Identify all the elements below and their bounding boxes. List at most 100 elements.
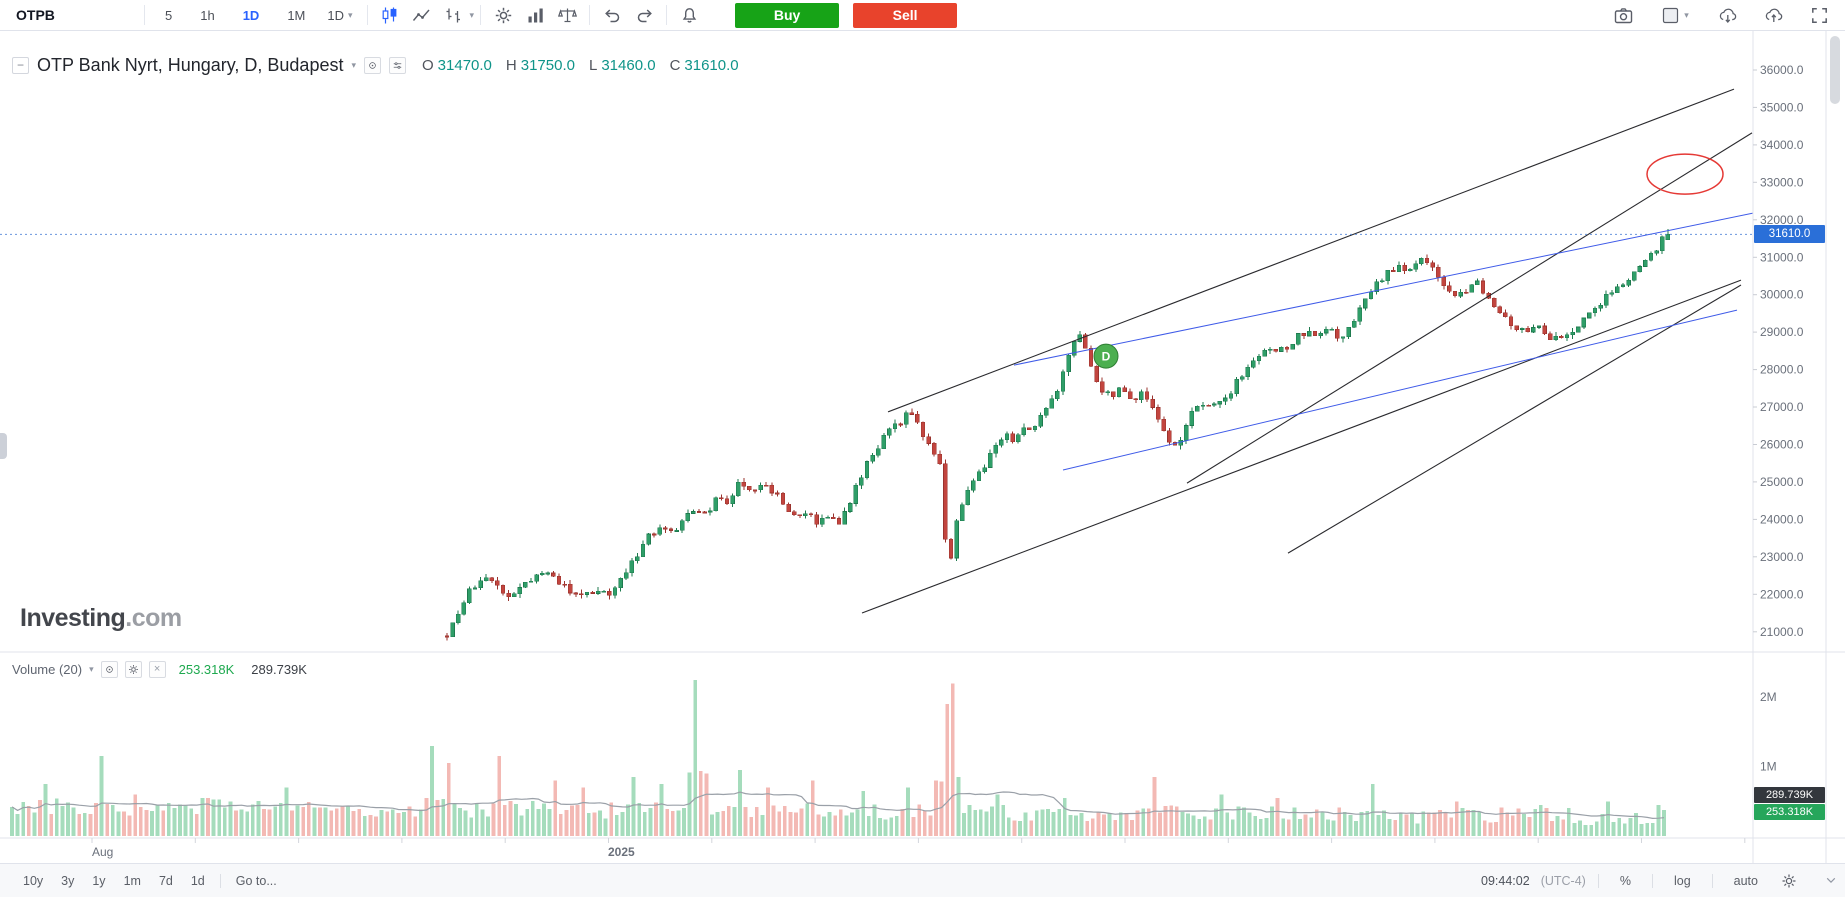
volume-current-value: 253.318K xyxy=(178,662,235,677)
layout-select-icon[interactable]: ▾ xyxy=(1653,1,1697,29)
drawing-toolbar-handle[interactable] xyxy=(0,433,7,459)
chart-legend: − OTP Bank Nyrt, Hungary, D, Budapest ▾ … xyxy=(12,55,739,76)
bottom-toolbar: 10y 3y 1y 1m 7d 1d Go to... 09:44:02 (UT… xyxy=(0,863,1845,897)
goto-button[interactable]: Go to... xyxy=(227,864,286,897)
trendline xyxy=(1186,132,1753,484)
quick-settings-icon[interactable] xyxy=(389,57,406,74)
volume-settings-gear-icon[interactable] xyxy=(124,661,142,678)
ohlc-low-value: 31460.0 xyxy=(601,57,656,74)
ohlc-low-label: L xyxy=(588,57,598,74)
svg-text:27000.0: 27000.0 xyxy=(1760,400,1804,414)
volume-visibility-icon[interactable] xyxy=(100,661,118,678)
svg-text:D: D xyxy=(1102,350,1111,364)
line-chart-icon[interactable] xyxy=(406,1,438,29)
scrollbar-thumb[interactable] xyxy=(1830,36,1840,104)
fullscreen-icon[interactable] xyxy=(1803,1,1835,29)
volume-legend: Volume (20) ▾ × 253.318K 289.739K xyxy=(12,661,307,678)
chart-title-caret-icon[interactable]: ▾ xyxy=(351,60,356,70)
toolbar-right-group: ▾ xyxy=(1607,1,1835,29)
last-price-tag: 31610.0 xyxy=(1754,225,1825,243)
svg-text:36000.0: 36000.0 xyxy=(1760,63,1804,77)
bottombar-right-group: 09:44:02 (UTC-4) % log auto xyxy=(1481,867,1805,895)
svg-text:22000.0: 22000.0 xyxy=(1760,587,1804,601)
svg-text:21000.0: 21000.0 xyxy=(1760,625,1804,639)
log-scale-button[interactable]: log xyxy=(1665,874,1700,888)
svg-text:33000.0: 33000.0 xyxy=(1760,175,1804,189)
symbol-input[interactable]: OTPB xyxy=(16,7,55,23)
svg-text:26000.0: 26000.0 xyxy=(1760,438,1804,452)
visibility-toggle-icon[interactable] xyxy=(364,57,381,74)
annotations-layer[interactable]: D xyxy=(0,153,1753,369)
svg-text:32000.0: 32000.0 xyxy=(1760,213,1804,227)
toolbar-divider xyxy=(1711,873,1713,888)
bottom-settings-gear-icon[interactable] xyxy=(1773,867,1805,895)
timeframe-1m-button[interactable]: 1M xyxy=(273,0,319,30)
volume-remove-icon[interactable]: × xyxy=(148,661,166,678)
indicators-icon[interactable] xyxy=(519,1,551,29)
ohlc-open-label: O xyxy=(422,57,434,74)
price-axis[interactable] xyxy=(1753,31,1826,838)
trendline xyxy=(1287,284,1742,554)
svg-text:25000.0: 25000.0 xyxy=(1760,475,1804,489)
toolbar-divider xyxy=(666,5,668,25)
svg-text:34000.0: 34000.0 xyxy=(1760,138,1804,152)
interval-dropdown[interactable]: 1D ▾ xyxy=(319,8,360,23)
trendline xyxy=(1062,309,1738,471)
collapse-toolbar-chevron-icon[interactable] xyxy=(1820,869,1842,891)
toolbar-divider xyxy=(1597,873,1599,888)
range-10y-button[interactable]: 10y xyxy=(14,864,52,897)
time-axis[interactable] xyxy=(0,838,1753,863)
toolbar-divider xyxy=(589,5,591,25)
toolbar-divider xyxy=(144,5,145,25)
utc-offset-label: (UTC-4) xyxy=(1540,873,1586,888)
volume-current-tag: 253.318K xyxy=(1754,804,1825,820)
toolbar-divider xyxy=(480,5,482,25)
dividend-marker xyxy=(1093,343,1119,369)
panel-frame xyxy=(0,31,1845,863)
volume-ma-tag: 289.739K xyxy=(1754,787,1825,803)
cloud-save-icon[interactable] xyxy=(1757,1,1789,29)
chart-settings-gear-icon[interactable] xyxy=(487,1,519,29)
range-3y-button[interactable]: 3y xyxy=(52,864,83,897)
timeframe-1d-button[interactable]: 1D xyxy=(229,0,274,30)
chart-title[interactable]: OTP Bank Nyrt, Hungary, D, Budapest xyxy=(37,55,344,75)
ellipse-annotation xyxy=(1646,153,1724,195)
ohlc-open-value: 31470.0 xyxy=(437,57,492,74)
range-1d-button[interactable]: 1d xyxy=(182,864,214,897)
svg-text:2M: 2M xyxy=(1760,690,1777,704)
range-1m-button[interactable]: 1m xyxy=(115,864,150,897)
timeframe-5-button[interactable]: 5 xyxy=(151,0,186,30)
volume-caret-icon[interactable]: ▾ xyxy=(89,664,94,674)
volume-indicator-label[interactable]: Volume (20) xyxy=(12,662,83,677)
range-7d-button[interactable]: 7d xyxy=(150,864,182,897)
buy-button[interactable]: Buy xyxy=(735,2,840,28)
percent-scale-button[interactable]: % xyxy=(1611,874,1640,888)
svg-text:1M: 1M xyxy=(1760,760,1777,774)
candlestick-chart-icon[interactable] xyxy=(374,1,406,29)
timeframe-1h-button[interactable]: 1h xyxy=(186,0,228,30)
screenshot-camera-icon[interactable] xyxy=(1607,1,1639,29)
axis-labels: 36000.0 35000.0 34000.0 33000.0 32000.0 31000… xyxy=(91,63,1804,859)
collapse-pane-button[interactable]: − xyxy=(12,57,29,74)
trendline xyxy=(1013,212,1753,366)
alert-bell-icon[interactable] xyxy=(673,1,705,29)
ohlc-high-value: 31750.0 xyxy=(520,57,575,74)
sell-button[interactable]: Sell xyxy=(853,2,958,28)
svg-text:35000.0: 35000.0 xyxy=(1760,100,1804,114)
ohlc-bars-icon[interactable] xyxy=(438,1,470,29)
compare-scales-icon[interactable] xyxy=(551,1,583,29)
watermark-light: .com xyxy=(125,604,182,632)
toolbar-divider xyxy=(219,873,221,888)
redo-icon[interactable] xyxy=(628,1,660,29)
undo-icon[interactable] xyxy=(596,1,628,29)
auto-scale-button[interactable]: auto xyxy=(1725,874,1767,888)
range-1y-button[interactable]: 1y xyxy=(83,864,114,897)
svg-text:28000.0: 28000.0 xyxy=(1760,363,1804,377)
clock-label: 09:44:02 xyxy=(1481,873,1530,888)
volume-layer xyxy=(10,679,1666,836)
cloud-load-icon[interactable] xyxy=(1711,1,1743,29)
chart-type-caret-icon[interactable]: ▾ xyxy=(469,9,475,20)
trendlines-layer[interactable] xyxy=(861,88,1753,614)
